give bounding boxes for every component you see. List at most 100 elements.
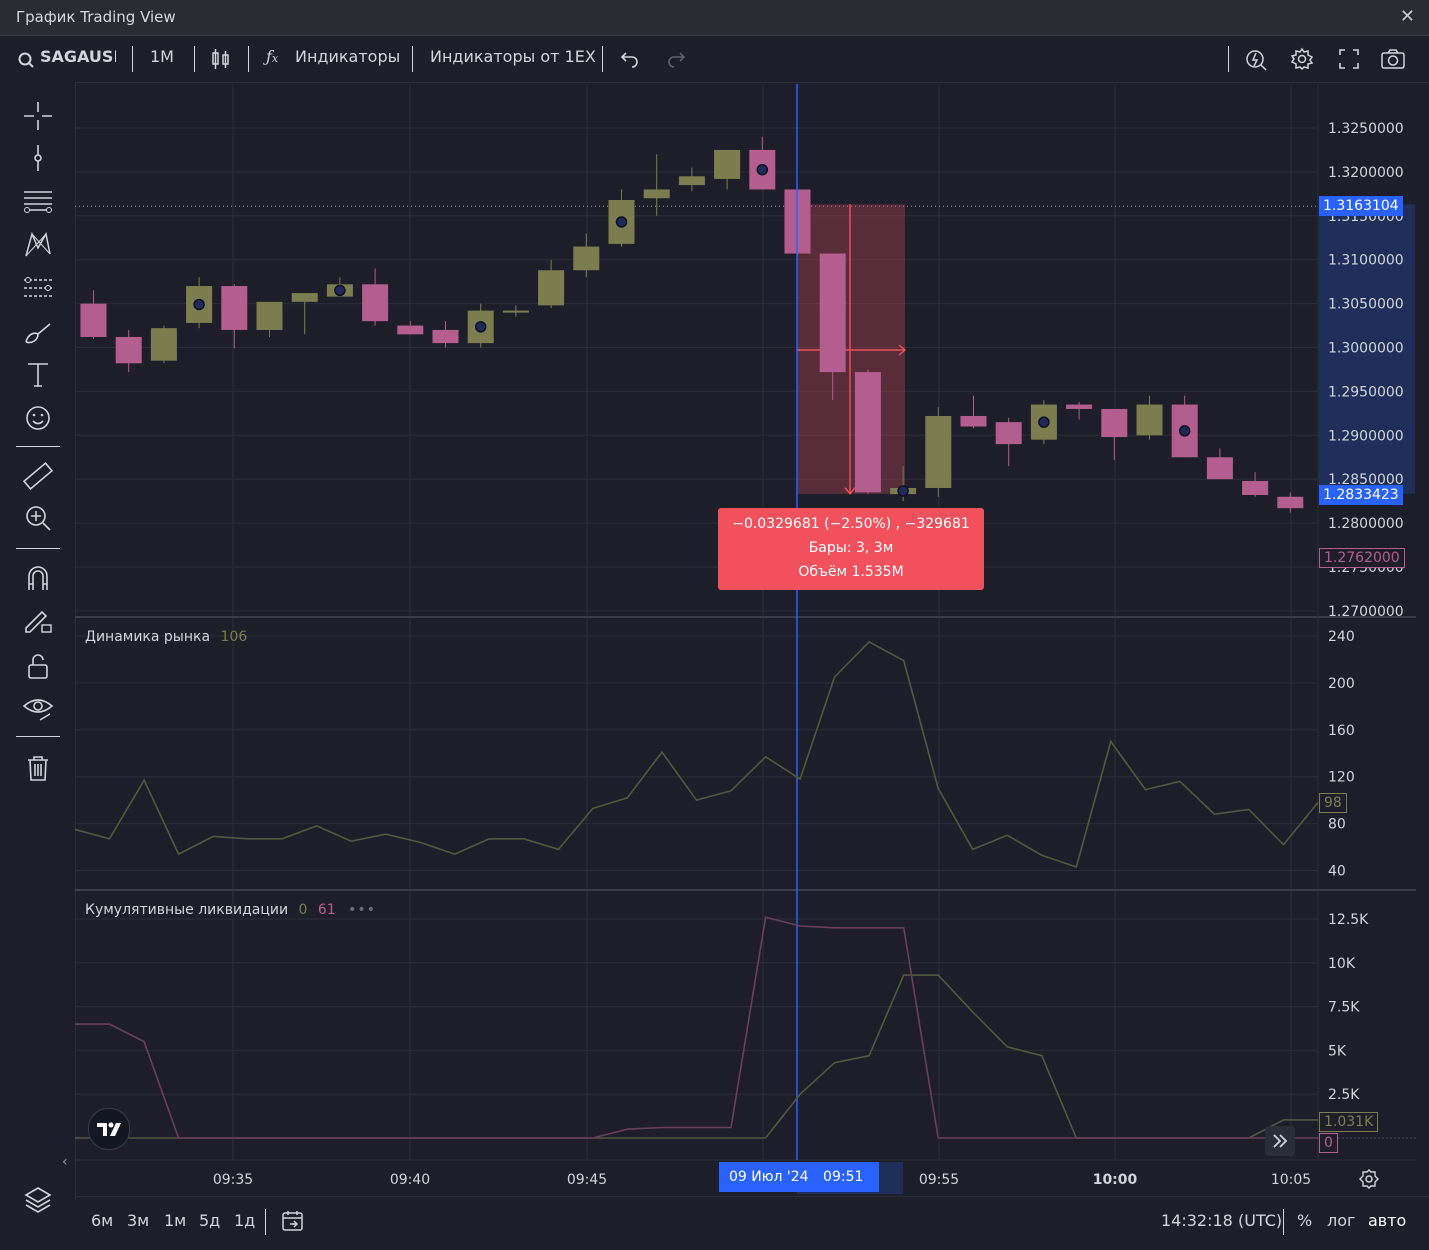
signal-marker (615, 216, 628, 228)
candle-body (502, 310, 529, 313)
unlock-icon[interactable] (22, 650, 54, 682)
layers-icon[interactable] (22, 1184, 54, 1216)
signal-marker (193, 298, 205, 311)
collapse-arrow-icon[interactable]: ‹ (62, 1154, 68, 1170)
range-1d[interactable]: 1д (234, 1211, 256, 1230)
tradingview-logo[interactable] (88, 1108, 130, 1150)
symbol-search[interactable]: SAGAUSD (40, 47, 116, 66)
liq-series-green (75, 974, 1318, 1139)
undo-icon[interactable] (620, 50, 640, 68)
indicators-1ex-button[interactable]: Индикаторы от 1EX (430, 47, 596, 66)
percent-toggle[interactable]: % (1297, 1211, 1313, 1230)
dynamics-tick-label: 80 (1328, 817, 1346, 833)
time-tick-label: 10:05 (1271, 1172, 1311, 1188)
dynamics-legend: Динамика рынка 106 (85, 629, 247, 645)
vertical-line-icon[interactable] (22, 142, 54, 174)
dynamics-tick-label: 200 (1328, 676, 1355, 692)
time-tick-label: 10:00 (1093, 1172, 1138, 1188)
time-cursor-date: 09 Июл '24 (729, 1169, 809, 1185)
signal-marker (1038, 416, 1050, 428)
fx-icon[interactable]: ƒx (266, 47, 279, 66)
liq-tick-label: 7.5K (1328, 1000, 1360, 1016)
liq-tick-label: 2.5K (1328, 1087, 1360, 1103)
log-toggle[interactable]: лог (1327, 1211, 1356, 1230)
candle-body (995, 422, 1022, 445)
lock-drawing-icon[interactable] (22, 604, 54, 636)
candle-body (643, 189, 670, 199)
signal-marker (1178, 425, 1191, 437)
interval-button[interactable]: 1M (150, 47, 174, 66)
brush-icon[interactable] (22, 316, 54, 348)
signal-marker (897, 485, 909, 497)
dynamics-tick-label: 120 (1328, 770, 1355, 786)
candle-body (960, 415, 987, 427)
candle-body (1277, 496, 1304, 509)
fib-lines-icon[interactable] (22, 186, 54, 218)
candle-type-icon[interactable] (210, 48, 232, 70)
alert-icon[interactable] (1244, 47, 1268, 71)
crosshair-icon[interactable] (22, 100, 54, 132)
close-icon[interactable]: ✕ (1399, 6, 1415, 27)
top-toolbar: SAGAUSD 1M ƒx Индикаторы Индикаторы от 1… (0, 36, 1429, 83)
redo-icon[interactable] (666, 50, 686, 68)
candle-body (714, 149, 741, 179)
magnet-icon[interactable] (22, 562, 54, 594)
pattern-icon[interactable] (22, 228, 54, 260)
price-range-highlight (1319, 204, 1415, 494)
dynamics-tick-label: 40 (1328, 864, 1346, 880)
text-icon[interactable] (22, 358, 54, 390)
auto-toggle[interactable]: авто (1368, 1211, 1407, 1230)
candle-body (221, 286, 248, 330)
search-icon[interactable] (18, 52, 34, 68)
signal-marker (756, 163, 769, 176)
candle-body (854, 372, 881, 493)
time-tick-label: 09:55 (919, 1172, 959, 1188)
drawing-toolbar (0, 82, 76, 1213)
price-tick-label: 1.2700000 (1328, 604, 1404, 620)
range-6m[interactable]: 6м (91, 1211, 114, 1230)
ruler-icon[interactable] (22, 460, 54, 492)
candle-body (1242, 480, 1269, 496)
candle-body (925, 415, 952, 488)
liq-tick-label: 10K (1328, 956, 1356, 972)
utc-clock[interactable]: 14:32:18 (UTC) (1161, 1211, 1283, 1230)
candle-body (678, 176, 705, 186)
liq-tick-label: 12.5K (1328, 912, 1369, 928)
liq-series-pink (75, 916, 1318, 1139)
price-tick-label: 1.3000000 (1328, 341, 1404, 357)
liquidations-value-1: 0 (298, 902, 308, 918)
measure-change: −0.0329681 (−2.50%) , −329681 (732, 516, 970, 532)
price-label-bottom: 1.2833423 (1319, 485, 1403, 505)
double-chevron-right-icon (1273, 1134, 1288, 1148)
price-label-last: 1.2762000 (1319, 548, 1405, 568)
range-1m[interactable]: 1м (164, 1211, 187, 1230)
time-cursor-label: 09 Июл '24 09:51 (719, 1162, 879, 1192)
axis-settings-icon[interactable] (1358, 1168, 1380, 1190)
gear-icon[interactable] (1290, 47, 1314, 71)
camera-icon[interactable] (1380, 48, 1406, 70)
price-tick-label: 1.2900000 (1328, 428, 1404, 444)
projection-icon[interactable] (22, 272, 54, 304)
emoji-icon[interactable] (22, 402, 54, 434)
liquidations-legend: Кумулятивные ликвидации 0 61 ••• (85, 902, 376, 918)
price-tick-label: 1.3250000 (1328, 121, 1404, 137)
range-5d[interactable]: 5д (199, 1211, 221, 1230)
indicators-button[interactable]: Индикаторы (295, 47, 401, 66)
goto-date-icon[interactable] (281, 1209, 305, 1233)
zoom-in-icon[interactable] (22, 502, 54, 534)
price-tick-label: 1.3050000 (1328, 297, 1404, 313)
candle-body (1206, 457, 1233, 480)
measure-bars: Бары: 3, 3м (808, 540, 894, 556)
more-options-icon[interactable]: ••• (348, 902, 376, 918)
eye-icon[interactable] (22, 692, 54, 724)
range-3m[interactable]: 3м (127, 1211, 150, 1230)
price-tick-label: 1.2800000 (1328, 516, 1404, 532)
window-titlebar: График Trading View ✕ (0, 0, 1429, 36)
measure-tooltip: −0.0329681 (−2.50%) , −329681 Бары: 3, 3… (718, 508, 984, 590)
candle-body (1066, 404, 1093, 409)
scroll-to-realtime-button[interactable] (1265, 1126, 1295, 1156)
fullscreen-icon[interactable] (1338, 48, 1360, 70)
trash-icon[interactable] (22, 752, 54, 784)
bottom-bar: 6м 3м 1м 5д 1д 14:32:18 (UTC) % лог авто (76, 1196, 1429, 1249)
